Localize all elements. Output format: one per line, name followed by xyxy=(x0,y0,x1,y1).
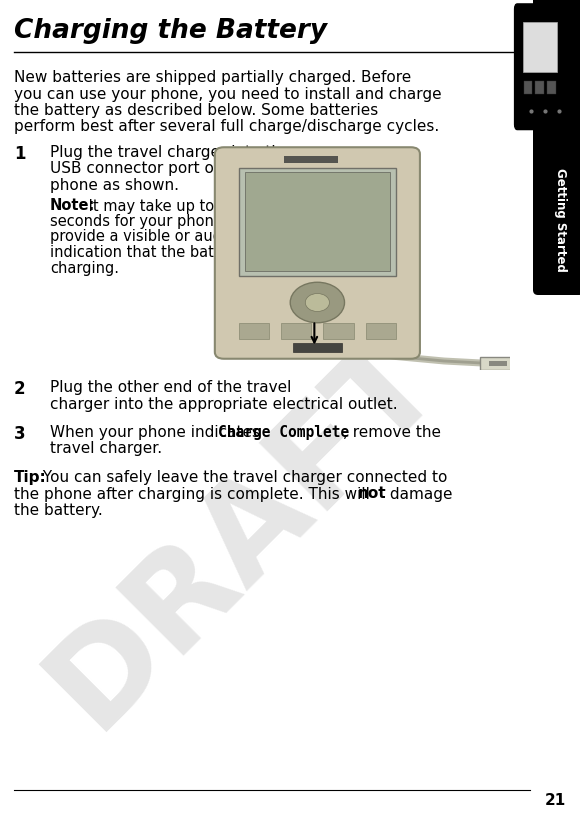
Text: Getting Started: Getting Started xyxy=(553,168,567,272)
Bar xyxy=(548,81,556,94)
FancyBboxPatch shape xyxy=(514,4,566,129)
FancyBboxPatch shape xyxy=(533,0,580,295)
Text: Plug the other end of the travel: Plug the other end of the travel xyxy=(50,380,291,395)
Text: 1: 1 xyxy=(14,145,26,163)
Text: Charging the Battery: Charging the Battery xyxy=(14,18,327,44)
Bar xyxy=(324,323,354,339)
FancyBboxPatch shape xyxy=(215,147,420,359)
Text: Tip:: Tip: xyxy=(14,470,47,485)
Text: Plug the travel charger into the: Plug the travel charger into the xyxy=(50,145,291,160)
Bar xyxy=(490,361,508,366)
Bar xyxy=(524,81,532,94)
Bar xyxy=(239,168,396,276)
Text: provide a visible or audible: provide a visible or audible xyxy=(50,230,248,245)
Text: Charge Complete: Charge Complete xyxy=(218,425,349,440)
Text: It may take up to 10: It may take up to 10 xyxy=(84,199,237,213)
Text: 3: 3 xyxy=(14,425,26,443)
Text: Note:: Note: xyxy=(50,199,95,213)
Bar xyxy=(523,22,557,72)
Text: You can safely leave the travel charger connected to: You can safely leave the travel charger … xyxy=(38,470,447,485)
Text: not: not xyxy=(358,487,387,501)
Circle shape xyxy=(305,294,329,312)
Text: travel charger.: travel charger. xyxy=(50,442,162,456)
Text: the battery as described below. Some batteries: the battery as described below. Some bat… xyxy=(14,103,378,118)
Text: damage: damage xyxy=(385,487,452,501)
Text: When your phone indicates: When your phone indicates xyxy=(50,425,265,440)
Text: USB connector port on your: USB connector port on your xyxy=(50,161,263,177)
Circle shape xyxy=(290,282,345,323)
Bar xyxy=(365,323,396,339)
Bar xyxy=(281,323,311,339)
Bar xyxy=(284,156,339,163)
Text: seconds for your phone to: seconds for your phone to xyxy=(50,214,242,229)
Text: the battery.: the battery. xyxy=(14,503,103,518)
Bar xyxy=(239,323,269,339)
Bar xyxy=(245,172,390,271)
Text: New batteries are shipped partially charged. Before: New batteries are shipped partially char… xyxy=(14,70,411,85)
Text: phone as shown.: phone as shown. xyxy=(50,178,179,193)
Text: indication that the battery is: indication that the battery is xyxy=(50,245,260,260)
Text: charging.: charging. xyxy=(50,260,119,276)
Text: , remove the: , remove the xyxy=(343,425,441,440)
Text: DRAFT: DRAFT xyxy=(24,312,463,751)
Bar xyxy=(293,343,342,352)
Text: 21: 21 xyxy=(545,793,566,808)
Text: perform best after several full charge/discharge cycles.: perform best after several full charge/d… xyxy=(14,119,439,134)
Text: the phone after charging is complete. This will: the phone after charging is complete. Th… xyxy=(14,487,375,501)
Bar xyxy=(535,81,544,94)
Text: charger into the appropriate electrical outlet.: charger into the appropriate electrical … xyxy=(50,397,398,411)
Bar xyxy=(480,357,516,370)
Text: you can use your phone, you need to install and charge: you can use your phone, you need to inst… xyxy=(14,87,441,101)
Text: 2: 2 xyxy=(14,380,26,398)
